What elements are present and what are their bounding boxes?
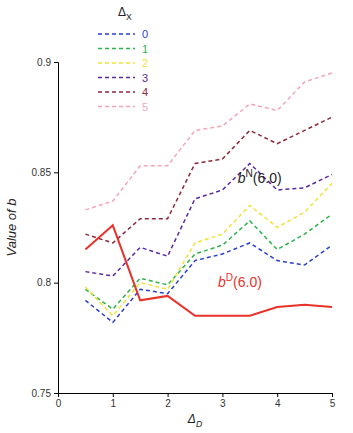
chart: 0 1 2 3 4 5 0.75 0.8 0.85 0.9 ΔD Value of b ΔX 0 1 2 3 4 5… (0, 0, 353, 433)
legend-swatch (98, 48, 135, 50)
series-line (85, 164, 332, 277)
x-tick: 1 (111, 393, 117, 409)
x-tick: 5 (330, 393, 336, 409)
legend-swatch (98, 62, 135, 64)
y-tick-label: 0.9 (37, 57, 51, 68)
x-axis-line (59, 394, 333, 398)
plot: 0 1 2 3 4 5 0.75 0.8 0.85 0.9 (32, 57, 336, 409)
legend-label: 4 (142, 86, 148, 98)
x-tick-label: 2 (165, 398, 171, 409)
y-tick: 0.9 (37, 57, 58, 68)
legend-label: 3 (142, 72, 148, 84)
legend-swatch (98, 91, 135, 93)
legend-title: ΔX (118, 5, 132, 22)
y-tick-label: 0.75 (32, 388, 52, 399)
y-axis: 0.75 0.8 0.85 0.9 (32, 57, 59, 399)
y-tick-label: 0.8 (37, 277, 51, 288)
x-tick: 2 (165, 393, 171, 409)
legend-item: 0 (98, 28, 148, 40)
y-tick-mark (54, 393, 58, 394)
legend-swatch (98, 106, 135, 108)
x-tick-mark (222, 393, 223, 397)
series-line (85, 117, 332, 243)
series-line (85, 183, 332, 315)
x-tick: 0 (56, 393, 62, 409)
y-tick-mark (54, 172, 58, 173)
y-axis-title: Value of b (4, 198, 19, 256)
x-tick-mark (113, 393, 114, 397)
y-tick: 0.8 (37, 277, 58, 288)
series-line (85, 225, 332, 315)
series-group (85, 73, 332, 322)
legend-item: 1 (98, 43, 148, 55)
legend-label: 0 (142, 28, 148, 40)
y-tick-mark (54, 283, 58, 284)
annotation: bD(6.0) (218, 272, 262, 290)
legend-label: 1 (142, 43, 148, 55)
legend-item: 2 (98, 57, 148, 69)
legend-swatch (98, 77, 135, 79)
x-tick-mark (168, 393, 169, 397)
annotation: bN(6.0) (238, 168, 282, 186)
x-tick: 4 (275, 393, 281, 409)
legend: ΔX 0 1 2 3 4 5 (98, 5, 148, 113)
legend-label: 5 (142, 101, 148, 113)
legend-item: 3 (98, 72, 148, 84)
legend-swatch (98, 33, 135, 35)
y-tick-label: 0.85 (32, 167, 52, 178)
x-tick: 3 (220, 393, 226, 409)
legend-item: 5 (98, 101, 148, 113)
x-tick-label: 4 (275, 398, 281, 409)
y-tick: 0.75 (32, 388, 58, 399)
legend-label: 2 (142, 57, 148, 69)
y-axis-line (54, 63, 59, 394)
series-line (85, 243, 332, 322)
series-line (85, 73, 332, 210)
x-tick-mark (332, 393, 333, 397)
y-tick: 0.85 (32, 167, 58, 178)
x-tick-label: 0 (56, 398, 62, 409)
series-line (85, 214, 332, 309)
x-tick-label: 5 (330, 398, 336, 409)
x-tick-mark (277, 393, 278, 397)
legend-item: 4 (98, 86, 148, 98)
x-tick-label: 3 (220, 398, 226, 409)
x-axis: 0 1 2 3 4 5 (56, 393, 336, 409)
y-tick-mark (54, 62, 58, 63)
x-axis-title: ΔD (187, 412, 202, 429)
x-tick-label: 1 (111, 398, 117, 409)
